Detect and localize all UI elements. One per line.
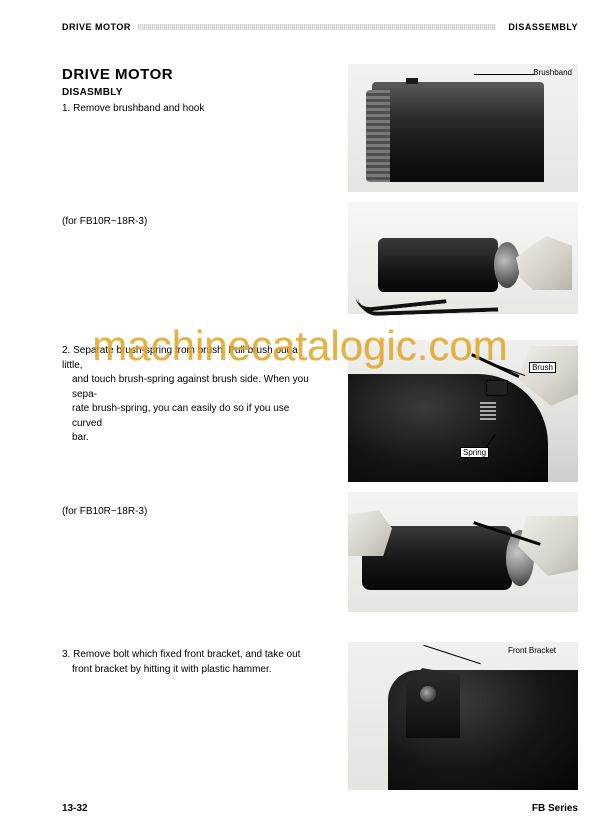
page-header: DRIVE MOTOR DISASSEMBLY [22,14,578,44]
step-2-line: and touch brush-spring against brush sid… [62,373,312,402]
header-bar [138,24,496,30]
header-right: DISASSEMBLY [508,22,578,32]
page-number: 13-32 [62,803,88,814]
step-1: 1. Remove brushband and hook [62,102,312,117]
step-2-line: 2. Separate brush-spring from brush. Pul… [62,344,312,373]
photo-placeholder [348,492,578,612]
figure-2 [348,202,578,314]
figure-4 [348,492,578,612]
page-footer: 13-32 FB Series [62,796,578,814]
figure-1: Brushband [348,64,578,192]
step-2-line: bar. [62,431,312,446]
step-3-line: 3. Remove bolt which fixed front bracket… [62,648,312,663]
page: DRIVE MOTOR DISASSEMBLY DRIVE MOTOR DISA… [22,14,578,824]
photo-placeholder [348,64,578,192]
label-brush: Brush [529,362,556,373]
photo-placeholder [348,202,578,314]
label-spring: Spring [460,447,489,458]
note-1: (for FB10R~18R-3) [62,216,147,227]
figure-3: Brush Spring [348,340,578,482]
content: DRIVE MOTOR DISASMBLY 1. Remove brushban… [62,66,578,790]
photo-placeholder [348,642,578,790]
figure-5: Front Bracket [348,642,578,790]
step-3-line: front bracket by hitting it with plastic… [62,663,312,678]
series-label: FB Series [532,803,578,814]
step-2: 2. Separate brush-spring from brush. Pul… [62,344,312,446]
note-2: (for FB10R~18R-3) [62,506,147,517]
header-left: DRIVE MOTOR [62,22,131,32]
step-3: 3. Remove bolt which fixed front bracket… [62,648,312,677]
label-front-bracket: Front Bracket [508,646,556,655]
step-2-line: rate brush-spring, you can easily do so … [62,402,312,431]
label-brushband: Brushband [533,68,572,77]
